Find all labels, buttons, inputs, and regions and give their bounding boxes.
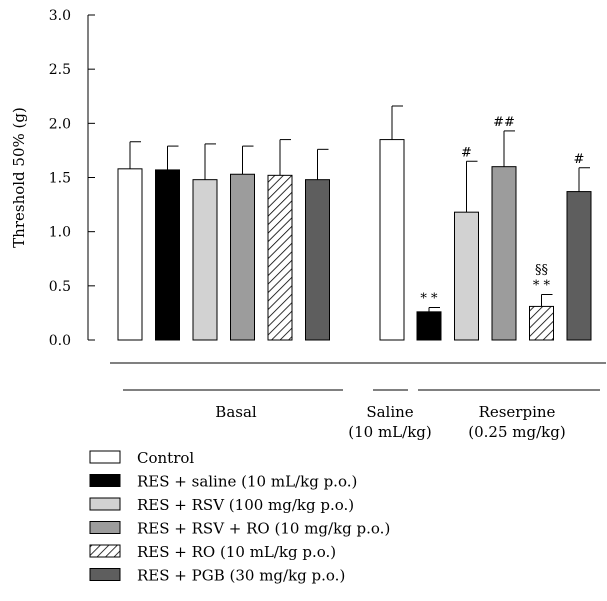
bar [566, 191, 592, 341]
group-label: Reserpine [479, 403, 556, 421]
legend-swatch [89, 544, 121, 558]
significance-label: * * [420, 292, 438, 307]
bar [416, 311, 442, 341]
bar [491, 166, 517, 341]
bar [305, 179, 330, 341]
y-tick-label: 3.0 [49, 8, 71, 24]
legend-swatch [89, 474, 121, 487]
legend-label: RES + saline (10 mL/kg p.o.) [137, 473, 357, 491]
group-label: Saline [366, 403, 413, 421]
significance-label: §§ [535, 263, 548, 278]
y-axis: 0.0 0.5 1.0 1.5 2.0 2.5 3.0 Threshold 50% (g) [10, 8, 95, 349]
legend-swatch [89, 568, 121, 581]
legend-label: RES + RO (10 mL/kg p.o.) [137, 543, 336, 561]
legend-swatch [89, 450, 121, 464]
y-tick-label: 1.0 [49, 225, 71, 241]
legend-swatch [89, 521, 121, 534]
bar [192, 179, 218, 341]
y-axis-title: Threshold 50% (g) [10, 107, 28, 248]
bar [117, 168, 143, 341]
bar [230, 173, 255, 341]
bar [379, 139, 405, 341]
legend: Control RES + saline (10 mL/kg p.o.) RES +… [89, 449, 390, 585]
legend-label: Control [137, 449, 194, 467]
y-tick-label: 2.0 [49, 116, 71, 132]
legend-label: RES + RSV + RO (10 mg/kg p.o.) [137, 520, 390, 538]
y-tick-label: 0.5 [49, 279, 71, 295]
legend-label: RES + RSV (100 mg/kg p.o.) [137, 496, 354, 514]
group-sublabel: (0.25 mg/kg) [468, 423, 565, 441]
significance-label: ## [493, 115, 515, 130]
legend-label: RES + PGB (30 mg/kg p.o.) [137, 567, 345, 585]
significance-label: # [574, 152, 585, 167]
y-tick-label: 2.5 [49, 62, 71, 78]
significance-label: # [461, 145, 472, 160]
legend-swatch [89, 497, 121, 511]
y-tick-label: 0.0 [49, 333, 71, 349]
group-label: Basal [215, 403, 257, 421]
group-brackets: Basal Saline (10 mL/kg) Reserpine (0.25 mg/k… [110, 362, 606, 441]
group-sublabel: (10 mL/kg) [348, 423, 432, 441]
significance-label: * * [533, 279, 551, 294]
bar [267, 174, 293, 341]
bar [155, 169, 180, 341]
bar [454, 211, 479, 341]
bars-layer: * *###* *§§# [117, 105, 592, 341]
y-tick-label: 1.5 [49, 171, 71, 187]
bar [529, 305, 554, 341]
